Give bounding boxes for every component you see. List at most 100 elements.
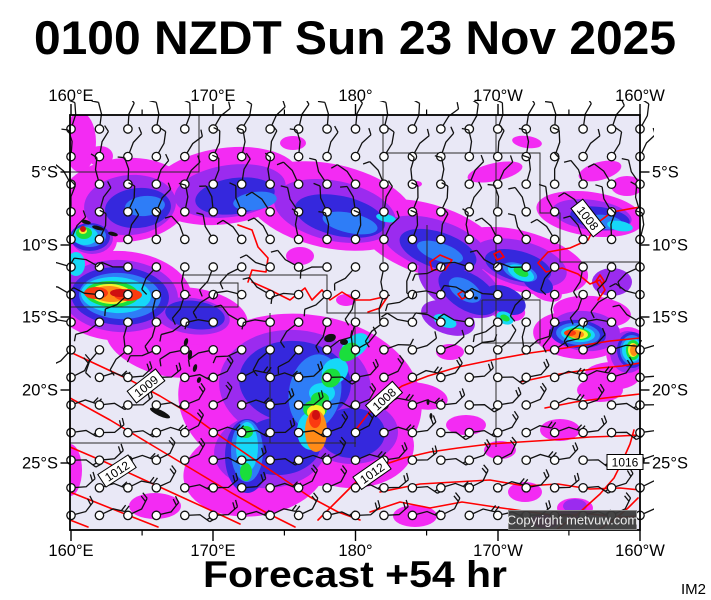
wind-barb-feather bbox=[484, 442, 489, 449]
wind-barb bbox=[159, 344, 190, 367]
wind-barb-tail bbox=[131, 454, 154, 461]
wind-barb bbox=[407, 366, 443, 383]
wind-barb bbox=[521, 358, 550, 383]
wind-barb-feather bbox=[144, 346, 149, 353]
wind-barb-station bbox=[151, 344, 162, 355]
wind-barb-feather bbox=[200, 382, 206, 390]
wind-barb-tail bbox=[613, 131, 623, 154]
wind-barb-station bbox=[464, 344, 475, 355]
wind-barb-station bbox=[236, 151, 247, 162]
lat-label-right: 10°S bbox=[652, 237, 688, 255]
wind-barb-station bbox=[151, 455, 162, 466]
wind-barb-feather bbox=[178, 424, 184, 431]
wind-barb-tail bbox=[387, 448, 408, 461]
wind-barb-tail bbox=[188, 373, 211, 381]
wind-barb-tail bbox=[558, 479, 580, 489]
wind-barb-tail bbox=[294, 212, 299, 236]
wind-barb-feather bbox=[487, 363, 492, 371]
wind-barb bbox=[350, 127, 372, 162]
wind-barb-station bbox=[606, 206, 617, 217]
wind-barb-station bbox=[350, 482, 361, 493]
isobar-label-text: 1016 bbox=[612, 456, 639, 470]
wind-barb-station bbox=[236, 262, 247, 272]
wind-barb-station bbox=[293, 262, 304, 272]
wind-barb bbox=[587, 163, 617, 190]
wind-barb-feather bbox=[96, 261, 103, 268]
wind-barb-feather bbox=[539, 385, 546, 393]
wind-barb-station bbox=[435, 317, 446, 328]
wind-barb bbox=[236, 152, 251, 190]
wind-barb-feather bbox=[245, 191, 253, 197]
wind-barb-tail bbox=[157, 160, 170, 181]
wind-barb bbox=[435, 427, 473, 441]
wind-barb-station bbox=[236, 179, 247, 190]
wind-barb-tail bbox=[586, 334, 606, 349]
wind-barb-feather bbox=[140, 495, 147, 502]
wind-barb-tail bbox=[241, 129, 246, 153]
wind-barb-tail bbox=[414, 290, 437, 295]
wind-barb-station bbox=[350, 151, 361, 162]
wind-barb bbox=[435, 207, 449, 245]
island-coastline bbox=[196, 377, 202, 383]
wind-barb-station bbox=[236, 234, 247, 245]
wind-barb-tail bbox=[359, 365, 379, 378]
wind-barb-tail bbox=[601, 186, 610, 209]
wind-barb-feather bbox=[341, 413, 347, 421]
wind-barb-feather bbox=[411, 274, 416, 281]
wind-barb-feather bbox=[542, 345, 547, 353]
wind-barb-station bbox=[464, 455, 475, 466]
wind-barb-station bbox=[407, 344, 418, 355]
wind-barb-station bbox=[464, 151, 475, 162]
wind-barb-feather bbox=[453, 495, 459, 502]
wind-barb-feather bbox=[343, 410, 349, 418]
wind-barb-station bbox=[407, 510, 418, 521]
wind-barb-feather bbox=[578, 331, 582, 339]
wind-barb-feather bbox=[387, 180, 393, 187]
wind-barb-feather bbox=[434, 445, 438, 453]
isobar-label-box bbox=[97, 454, 137, 488]
wind-barb-station bbox=[492, 372, 503, 383]
wind-barb-feather bbox=[197, 155, 201, 163]
wind-barb-tail bbox=[123, 326, 128, 349]
wind-barb bbox=[549, 424, 586, 438]
wind-barb-tail bbox=[124, 157, 130, 181]
wind-barb-feather bbox=[387, 127, 395, 133]
isobar-label-box bbox=[606, 454, 644, 470]
wind-barb-feather bbox=[609, 207, 616, 214]
wind-barb-station bbox=[492, 455, 503, 466]
wind-barb-tail bbox=[387, 426, 410, 432]
precip-blob bbox=[376, 213, 396, 223]
wind-barb-feather bbox=[426, 128, 430, 136]
wind-barb bbox=[216, 219, 247, 245]
lon-label-top: 160°W bbox=[615, 87, 665, 105]
wind-barb-feather bbox=[261, 447, 265, 455]
wind-barb bbox=[407, 415, 437, 438]
wind-barb-tail bbox=[558, 397, 581, 404]
wind-barb-station bbox=[322, 427, 332, 438]
wind-barb-station bbox=[265, 234, 275, 245]
wind-barb-station bbox=[236, 289, 247, 300]
wind-barb-feather bbox=[439, 285, 445, 292]
wind-barb-station bbox=[179, 372, 190, 383]
wind-barb-tail bbox=[186, 319, 210, 323]
wind-barb-tail bbox=[344, 298, 356, 320]
wind-barb bbox=[303, 289, 332, 317]
wind-barb-tail bbox=[529, 425, 552, 432]
wind-barb-station bbox=[123, 234, 133, 245]
wind-barb-feather bbox=[169, 468, 175, 475]
wind-barb-tail bbox=[99, 131, 109, 153]
wind-barb bbox=[236, 445, 267, 466]
wind-barb bbox=[521, 382, 547, 410]
wind-barb-station bbox=[322, 179, 332, 190]
wind-barb-station bbox=[322, 482, 332, 493]
wind-barb-tail bbox=[334, 269, 354, 285]
wind-barb bbox=[151, 465, 177, 493]
lat-label-right: 5°S bbox=[652, 164, 679, 182]
wind-barb bbox=[56, 286, 76, 300]
wind-barb-station bbox=[123, 400, 133, 410]
domain-boundary-line bbox=[70, 115, 200, 173]
wind-barb-feather bbox=[432, 415, 437, 423]
wind-barb-feather bbox=[104, 125, 109, 132]
wind-barb-tail bbox=[583, 103, 592, 125]
wind-barb-station bbox=[94, 234, 105, 245]
